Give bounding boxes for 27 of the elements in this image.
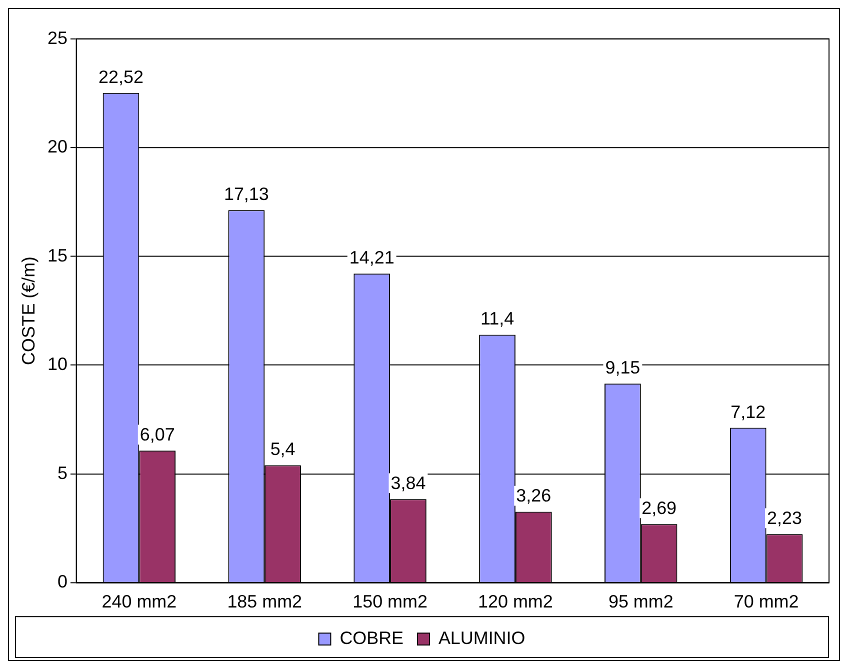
data-label: 17,13 [224,184,269,204]
data-label: 3,26 [516,486,552,506]
data-label: 2,69 [642,498,677,518]
data-label: 3,84 [390,473,426,494]
x-tick-label: 120 mm2 [478,591,553,612]
data-label: 22,52 [98,66,144,87]
data-label: 9,15 [605,358,640,378]
x-tick-label: 95 mm2 [608,591,674,612]
y-tick-label: 20 [48,136,68,157]
y-tick-label: 10 [48,354,68,374]
data-label: 11,4 [480,308,514,329]
y-tick-label: 5 [57,462,68,483]
y-tick-label: 25 [48,28,68,48]
x-tick-label: 150 mm2 [352,591,428,612]
data-label: 7,12 [730,402,766,422]
y-tick-label: 15 [48,245,68,266]
x-tick-label: 70 mm2 [734,591,799,612]
data-label: 14,21 [349,248,394,268]
legend-label: ALUMINIO [438,628,526,648]
legend-label: COBRE [340,628,404,648]
x-tick-label: 185 mm2 [227,591,302,612]
y-axis-title: COSTE (€/m) [18,256,39,366]
data-label: 2,23 [767,508,802,528]
data-label: 6,07 [140,424,175,445]
data-label: 5,4 [270,439,296,460]
y-tick-label: 0 [57,572,68,592]
x-tick-label: 240 mm2 [102,591,177,612]
